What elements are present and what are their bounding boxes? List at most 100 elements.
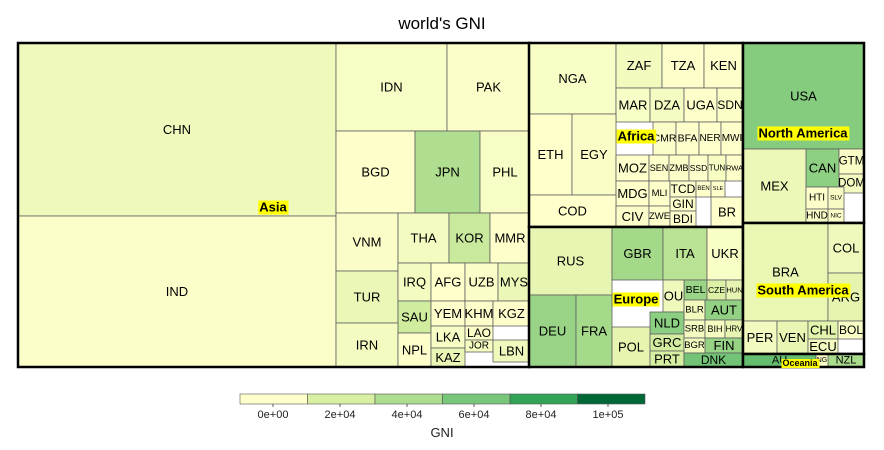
cell-uzb bbox=[464, 262, 499, 302]
cell-label: NZL bbox=[836, 355, 857, 367]
cell-label: BFA bbox=[678, 133, 698, 145]
cell-label: IRQ bbox=[403, 275, 426, 290]
cell-label: NIC bbox=[830, 213, 842, 220]
group-label-bg bbox=[757, 126, 850, 141]
cell-label: SEN bbox=[650, 163, 669, 173]
cell-label: CHL bbox=[810, 323, 836, 338]
cell-label: MDG bbox=[617, 186, 647, 201]
legend-swatch bbox=[577, 393, 646, 405]
group-label-africa: Africa bbox=[616, 129, 657, 144]
chart-title: world's GNI bbox=[398, 14, 486, 33]
cell-pak bbox=[446, 42, 531, 132]
cell-label: SLV bbox=[830, 195, 842, 202]
cell-label: CHN bbox=[163, 122, 191, 137]
cell-label: IDN bbox=[380, 80, 402, 95]
cell-label: BEL bbox=[686, 284, 706, 296]
cell-label: SAU bbox=[401, 310, 428, 325]
cell-sau bbox=[397, 300, 432, 334]
cell-vnm bbox=[335, 212, 399, 272]
group-label-bg bbox=[258, 200, 289, 215]
cell-kor bbox=[448, 212, 491, 264]
cell-label: SLE bbox=[713, 186, 724, 192]
cell-label: OU bbox=[664, 289, 684, 304]
cell-label: THA bbox=[411, 231, 437, 246]
cell-bgd bbox=[335, 130, 416, 214]
cell-label: FRA bbox=[581, 324, 607, 339]
cell-label: HTI bbox=[809, 193, 825, 204]
cell-label: COL bbox=[833, 241, 860, 256]
cell-irq bbox=[397, 262, 432, 302]
cell-br bbox=[710, 196, 744, 228]
cell-label: BGR bbox=[684, 340, 705, 351]
cell-label: MEX bbox=[760, 179, 789, 194]
cell-label: LBN bbox=[499, 344, 524, 359]
legend-swatch bbox=[442, 393, 511, 405]
cell-label: IRN bbox=[356, 338, 378, 353]
cell-label: NER bbox=[699, 133, 720, 144]
cell-label: ZAF bbox=[627, 58, 652, 73]
cell-npl bbox=[397, 332, 432, 368]
group-label-north-america: North America bbox=[757, 126, 850, 141]
cell-label: DZA bbox=[654, 98, 680, 113]
legend-swatch bbox=[239, 393, 308, 405]
cell-label: BGD bbox=[361, 165, 389, 180]
cell-label: HRV bbox=[726, 325, 743, 334]
cell-label: VNM bbox=[353, 235, 382, 250]
cell-label: KEN bbox=[710, 58, 737, 73]
legend-tick-label: 2e+04 bbox=[325, 409, 356, 421]
cell-moz bbox=[615, 154, 650, 182]
cell-col bbox=[827, 222, 865, 274]
cell-label: IND bbox=[166, 284, 188, 299]
legend-tick-label: 1e+05 bbox=[593, 409, 624, 421]
legend-tick-label: 6e+04 bbox=[459, 409, 490, 421]
cell-label: PAK bbox=[476, 80, 501, 95]
group-label-text: Africa bbox=[618, 129, 656, 144]
cell-label: NGA bbox=[558, 71, 587, 86]
group-label-bg bbox=[612, 292, 660, 307]
cell-mmr bbox=[489, 212, 531, 264]
legend-swatch bbox=[307, 393, 376, 405]
cell-label: MOZ bbox=[618, 161, 647, 176]
cell-label: BDI bbox=[673, 212, 693, 226]
cell-label: TCD bbox=[671, 182, 696, 196]
cell-label: DEU bbox=[539, 324, 566, 339]
cell-label: BR bbox=[718, 205, 736, 220]
cell-mar bbox=[615, 87, 651, 123]
cell-bra bbox=[742, 222, 829, 322]
group-label-text: Europe bbox=[614, 292, 659, 307]
cell-nga bbox=[528, 42, 617, 115]
cell-label: ITA bbox=[675, 246, 695, 261]
group-label-text: North America bbox=[758, 126, 848, 141]
cell-label: UZB bbox=[469, 275, 495, 290]
cell-label: KOR bbox=[455, 231, 483, 246]
cell-label: GRC bbox=[653, 335, 682, 350]
cell-label: AFG bbox=[435, 275, 462, 290]
group-label-bg bbox=[781, 359, 820, 368]
legend-swatch bbox=[509, 393, 578, 405]
legend-tick-label: 0e+00 bbox=[258, 409, 289, 421]
cell-label: POL bbox=[618, 340, 644, 355]
cell-label: GTM bbox=[839, 156, 865, 168]
cell-label: DNK bbox=[701, 353, 726, 367]
cell-zaf bbox=[615, 42, 663, 89]
cell-phl bbox=[479, 130, 531, 214]
cell-label: RUS bbox=[557, 254, 585, 269]
cell-label: MMR bbox=[494, 231, 525, 246]
cell-gtm bbox=[838, 148, 865, 175]
cell-label: GIN bbox=[672, 197, 693, 211]
cell-label: BOL bbox=[839, 323, 863, 337]
cell-label: EGY bbox=[580, 147, 608, 162]
cell-label: CAN bbox=[809, 161, 836, 176]
cell-label: BEN bbox=[697, 186, 709, 192]
cell-label: TUN bbox=[709, 164, 726, 173]
cell-label: JPN bbox=[435, 165, 460, 180]
cell-ven bbox=[776, 320, 809, 355]
group-asia: CHN IND IDN PAK BGD JPN PHL VNM THA KOR MMR TUR IRQ A… bbox=[16, 41, 532, 369]
cell-label: BRA bbox=[772, 265, 799, 280]
legend-tick-label: 8e+04 bbox=[526, 409, 557, 421]
cell-label: KHM bbox=[465, 306, 494, 321]
cell-label: CIV bbox=[622, 209, 644, 224]
cell-label: KGZ bbox=[498, 306, 525, 321]
